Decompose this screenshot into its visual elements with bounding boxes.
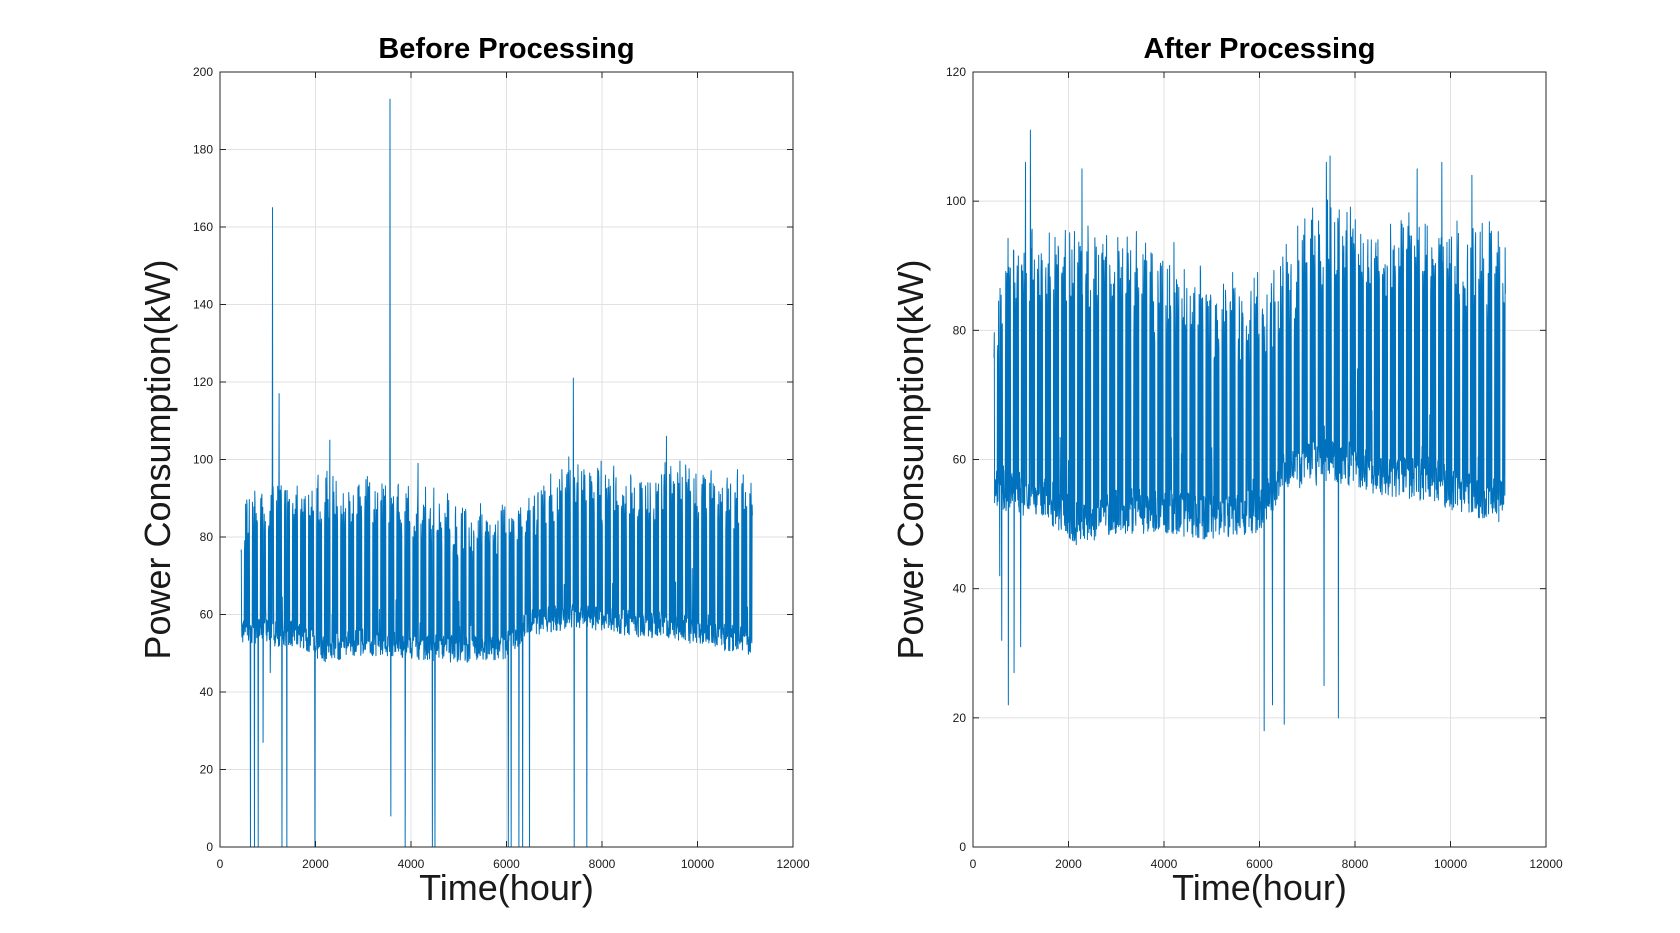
y-tick-label: 60	[953, 453, 967, 467]
axis-ticks: 0 2000 4000 6000 8000 10000 12000 0 20 40 60 80 100 1…	[946, 65, 1563, 871]
y-tick-label: 120	[946, 65, 966, 79]
y-tick-label: 40	[200, 685, 214, 699]
y-axis-label: Power Consumption(kW)	[890, 259, 931, 659]
y-tick-label: 60	[200, 608, 214, 622]
chart-after-processing: 0 2000 4000 6000 8000 10000 12000 0 20 40 60 80 100 1…	[890, 33, 1563, 908]
y-tick-label: 80	[200, 530, 214, 544]
axis-ticks: 0 2000 4000 6000 8000 10000 12000 0 20 40 60 80 100 1…	[193, 65, 810, 871]
y-tick-label: 40	[953, 582, 967, 596]
x-axis-label: Time(hour)	[419, 867, 594, 908]
y-tick-label: 160	[193, 220, 213, 234]
grid-lines	[220, 72, 793, 847]
x-tick-label: 8000	[589, 857, 616, 871]
series-line	[240, 98, 753, 848]
y-axis-label: Power Consumption(kW)	[137, 259, 178, 659]
x-tick-label: 2000	[302, 857, 329, 871]
x-tick-label: 4000	[1151, 857, 1178, 871]
y-tick-label: 0	[959, 840, 966, 854]
y-tick-label: 100	[193, 453, 213, 467]
x-tick-label: 6000	[1246, 857, 1273, 871]
x-tick-label: 12000	[776, 857, 810, 871]
y-tick-label: 180	[193, 143, 213, 157]
y-tick-label: 140	[193, 298, 213, 312]
y-tick-label: 20	[200, 763, 214, 777]
y-tick-label: 100	[946, 194, 966, 208]
chart-title: After Processing	[1143, 33, 1375, 65]
y-tick-label: 120	[193, 375, 213, 389]
chart-title: Before Processing	[378, 33, 634, 65]
series-line-path	[993, 129, 1506, 732]
x-tick-label: 10000	[681, 857, 715, 871]
x-tick-label: 12000	[1529, 857, 1563, 871]
x-tick-label: 2000	[1055, 857, 1082, 871]
y-tick-label: 20	[953, 711, 967, 725]
y-tick-label: 0	[206, 840, 213, 854]
series-line-path	[240, 98, 753, 848]
y-tick-label: 200	[193, 65, 213, 79]
chart-before-processing: 0 2000 4000 6000 8000 10000 12000 0 20 40 60 80 100 1…	[137, 33, 810, 908]
x-tick-label: 6000	[493, 857, 520, 871]
series-line	[993, 129, 1506, 732]
y-tick-label: 80	[953, 323, 967, 337]
x-axis-label: Time(hour)	[1172, 867, 1347, 908]
x-tick-label: 8000	[1342, 857, 1369, 871]
x-tick-label: 4000	[398, 857, 425, 871]
x-tick-label: 10000	[1434, 857, 1468, 871]
x-tick-label: 0	[217, 857, 224, 871]
x-tick-label: 0	[970, 857, 977, 871]
